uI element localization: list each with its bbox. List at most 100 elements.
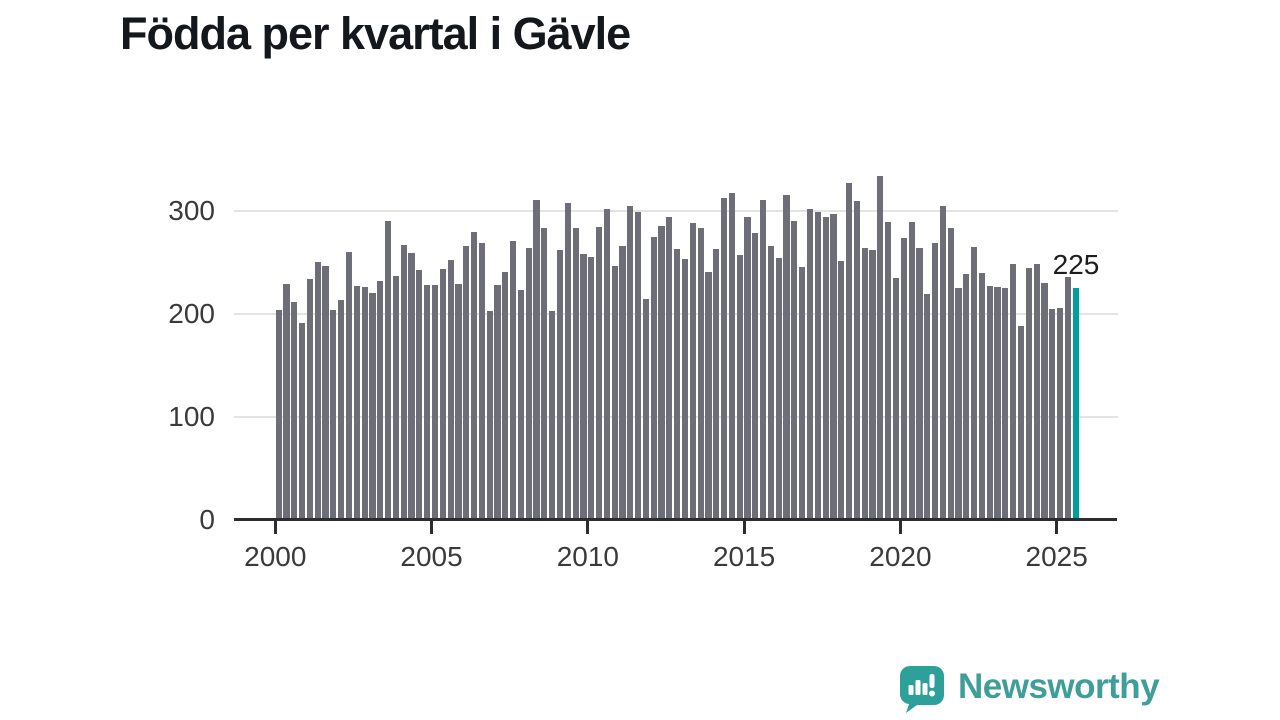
- x-axis-line: [234, 518, 1117, 521]
- bar: [478, 242, 485, 520]
- bar: [447, 260, 454, 520]
- y-axis-tick-label: 200: [168, 297, 215, 329]
- bar: [650, 236, 657, 520]
- x-axis-tick-label: 2010: [556, 541, 619, 572]
- bar: [369, 293, 376, 520]
- bar-highlighted-latest: [1072, 288, 1079, 520]
- bar: [971, 247, 978, 520]
- bar: [416, 269, 423, 520]
- bar: [322, 265, 329, 520]
- y-axis-tick-label: 0: [199, 503, 215, 535]
- bar: [1049, 308, 1056, 520]
- x-axis-tick-label: 2015: [712, 541, 776, 572]
- newsworthy-logo: Newsworthy: [900, 666, 1160, 713]
- bar: [877, 176, 884, 520]
- bar: [275, 309, 282, 520]
- bar: [1056, 307, 1064, 520]
- bar: [353, 286, 360, 520]
- x-axis-tick: [1055, 521, 1059, 534]
- x-axis-tick-label: 2025: [1025, 541, 1088, 572]
- bar: [595, 227, 603, 520]
- bar: [853, 200, 860, 520]
- bar: [994, 287, 1001, 520]
- x-axis-tick: [273, 521, 277, 534]
- bar: [1002, 288, 1009, 520]
- chart-title: Födda per kvartal i Gävle: [120, 8, 631, 59]
- bar: [916, 248, 923, 520]
- bar: [924, 294, 931, 520]
- bar: [517, 290, 524, 520]
- bar: [830, 214, 837, 520]
- bar: [978, 272, 986, 520]
- bar: [408, 253, 415, 520]
- y-axis-tick-label: 300: [168, 195, 215, 226]
- bar: [470, 231, 478, 520]
- bar: [939, 205, 946, 520]
- bar: [1010, 264, 1017, 520]
- x-axis-tick: [898, 521, 902, 534]
- bar: [377, 280, 384, 520]
- bar: [603, 208, 610, 520]
- bar: [306, 278, 314, 520]
- bar: [900, 237, 907, 520]
- bar: [806, 208, 814, 520]
- bar: [1025, 267, 1032, 520]
- bar: [431, 285, 439, 520]
- bar: [908, 222, 915, 520]
- bar: [885, 222, 892, 520]
- y-axis-tick-label: 100: [168, 400, 215, 432]
- x-axis-tick-label: 2005: [400, 541, 463, 572]
- bar: [541, 228, 548, 520]
- bar: [564, 202, 571, 520]
- bar: [424, 285, 431, 520]
- x-axis-tick: [430, 521, 434, 534]
- bar: [627, 205, 634, 520]
- bar: [299, 323, 306, 520]
- bar: [494, 285, 501, 520]
- bar: [947, 228, 954, 520]
- bar: [752, 232, 759, 520]
- bar: [400, 244, 407, 520]
- bar: [791, 221, 798, 520]
- bar: [814, 212, 821, 520]
- bar: [392, 275, 399, 520]
- bar: [760, 199, 767, 520]
- bar: [689, 223, 696, 520]
- bar: [314, 262, 321, 520]
- bar: [1033, 264, 1040, 520]
- bar: [463, 245, 470, 520]
- bar: [502, 271, 509, 520]
- bar: [728, 192, 735, 520]
- bar: [775, 258, 782, 520]
- bar: [783, 194, 790, 520]
- x-axis-tick-label: 2000: [244, 541, 307, 572]
- bar: [439, 268, 446, 520]
- bar: [666, 217, 673, 520]
- bar: [611, 265, 618, 520]
- bar: [525, 248, 532, 520]
- bar: [799, 266, 806, 520]
- bar: [338, 300, 345, 520]
- bar: [635, 212, 642, 520]
- bar: [361, 287, 368, 520]
- bar: [744, 217, 751, 520]
- bar: [838, 261, 845, 520]
- bar: [697, 228, 704, 520]
- bar: [1041, 282, 1048, 520]
- bar: [330, 309, 337, 520]
- grid-line: [234, 210, 1118, 212]
- bar: [674, 249, 681, 520]
- bar: [955, 288, 962, 520]
- bar: [384, 221, 392, 520]
- x-axis-tick: [742, 521, 746, 534]
- bar: [713, 249, 720, 520]
- bar: [345, 252, 353, 520]
- bar: [572, 228, 579, 520]
- bar: [556, 250, 564, 520]
- bar: [869, 250, 876, 520]
- bar: [846, 183, 853, 520]
- bar: [486, 310, 493, 520]
- bar: [510, 240, 517, 520]
- bar: [931, 242, 939, 520]
